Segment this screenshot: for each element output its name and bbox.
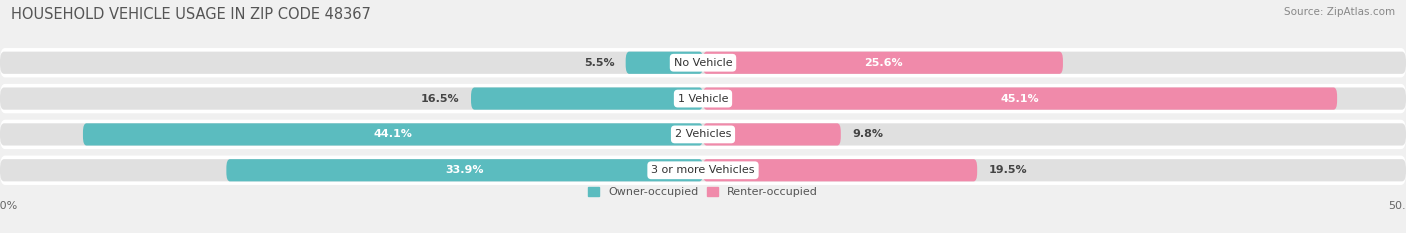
FancyBboxPatch shape: [703, 87, 1337, 110]
FancyBboxPatch shape: [703, 159, 977, 181]
FancyBboxPatch shape: [0, 84, 1406, 113]
Text: Source: ZipAtlas.com: Source: ZipAtlas.com: [1284, 7, 1395, 17]
Text: 9.8%: 9.8%: [852, 129, 883, 139]
Text: 2 Vehicles: 2 Vehicles: [675, 129, 731, 139]
Text: 3 or more Vehicles: 3 or more Vehicles: [651, 165, 755, 175]
Text: 1 Vehicle: 1 Vehicle: [678, 94, 728, 104]
Text: HOUSEHOLD VEHICLE USAGE IN ZIP CODE 48367: HOUSEHOLD VEHICLE USAGE IN ZIP CODE 4836…: [11, 7, 371, 22]
FancyBboxPatch shape: [0, 87, 1406, 110]
Text: 45.1%: 45.1%: [1001, 94, 1039, 104]
FancyBboxPatch shape: [0, 159, 1406, 181]
FancyBboxPatch shape: [0, 48, 1406, 77]
Text: 25.6%: 25.6%: [863, 58, 903, 68]
FancyBboxPatch shape: [471, 87, 703, 110]
Text: 44.1%: 44.1%: [374, 129, 412, 139]
FancyBboxPatch shape: [0, 52, 1406, 74]
FancyBboxPatch shape: [83, 123, 703, 146]
FancyBboxPatch shape: [0, 156, 1406, 185]
Text: 16.5%: 16.5%: [422, 94, 460, 104]
Text: 19.5%: 19.5%: [988, 165, 1026, 175]
FancyBboxPatch shape: [0, 123, 1406, 146]
FancyBboxPatch shape: [226, 159, 703, 181]
Text: 33.9%: 33.9%: [446, 165, 484, 175]
Legend: Owner-occupied, Renter-occupied: Owner-occupied, Renter-occupied: [588, 187, 818, 197]
Text: No Vehicle: No Vehicle: [673, 58, 733, 68]
FancyBboxPatch shape: [703, 123, 841, 146]
Text: 5.5%: 5.5%: [583, 58, 614, 68]
FancyBboxPatch shape: [703, 52, 1063, 74]
FancyBboxPatch shape: [626, 52, 703, 74]
FancyBboxPatch shape: [0, 120, 1406, 149]
